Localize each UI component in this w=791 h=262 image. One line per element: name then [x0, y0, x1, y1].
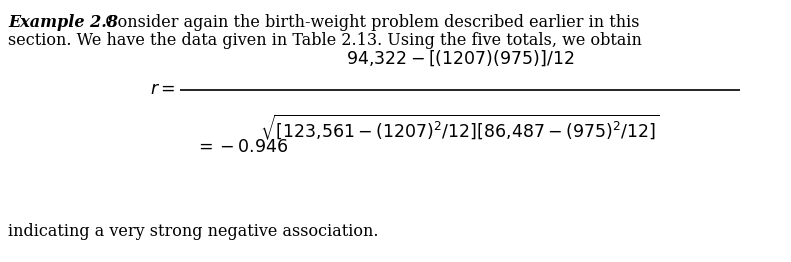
Text: section. We have the data given in Table 2.13. Using the five totals, we obtain: section. We have the data given in Table… — [8, 32, 642, 49]
Text: $r =$: $r =$ — [149, 81, 175, 99]
Text: $\sqrt{[123{,}561 - (1207)^2/12][86{,}487 - (975)^2/12]}$: $\sqrt{[123{,}561 - (1207)^2/12][86{,}48… — [260, 112, 660, 142]
Text: $= -0.946$: $= -0.946$ — [195, 139, 289, 156]
Text: indicating a very strong negative association.: indicating a very strong negative associ… — [8, 223, 379, 240]
Text: Consider again the birth-weight problem described earlier in this: Consider again the birth-weight problem … — [90, 14, 639, 31]
Text: $94{,}322 - [(1207)(975)]/12$: $94{,}322 - [(1207)(975)]/12$ — [346, 48, 574, 68]
Text: Example 2.8: Example 2.8 — [8, 14, 118, 31]
